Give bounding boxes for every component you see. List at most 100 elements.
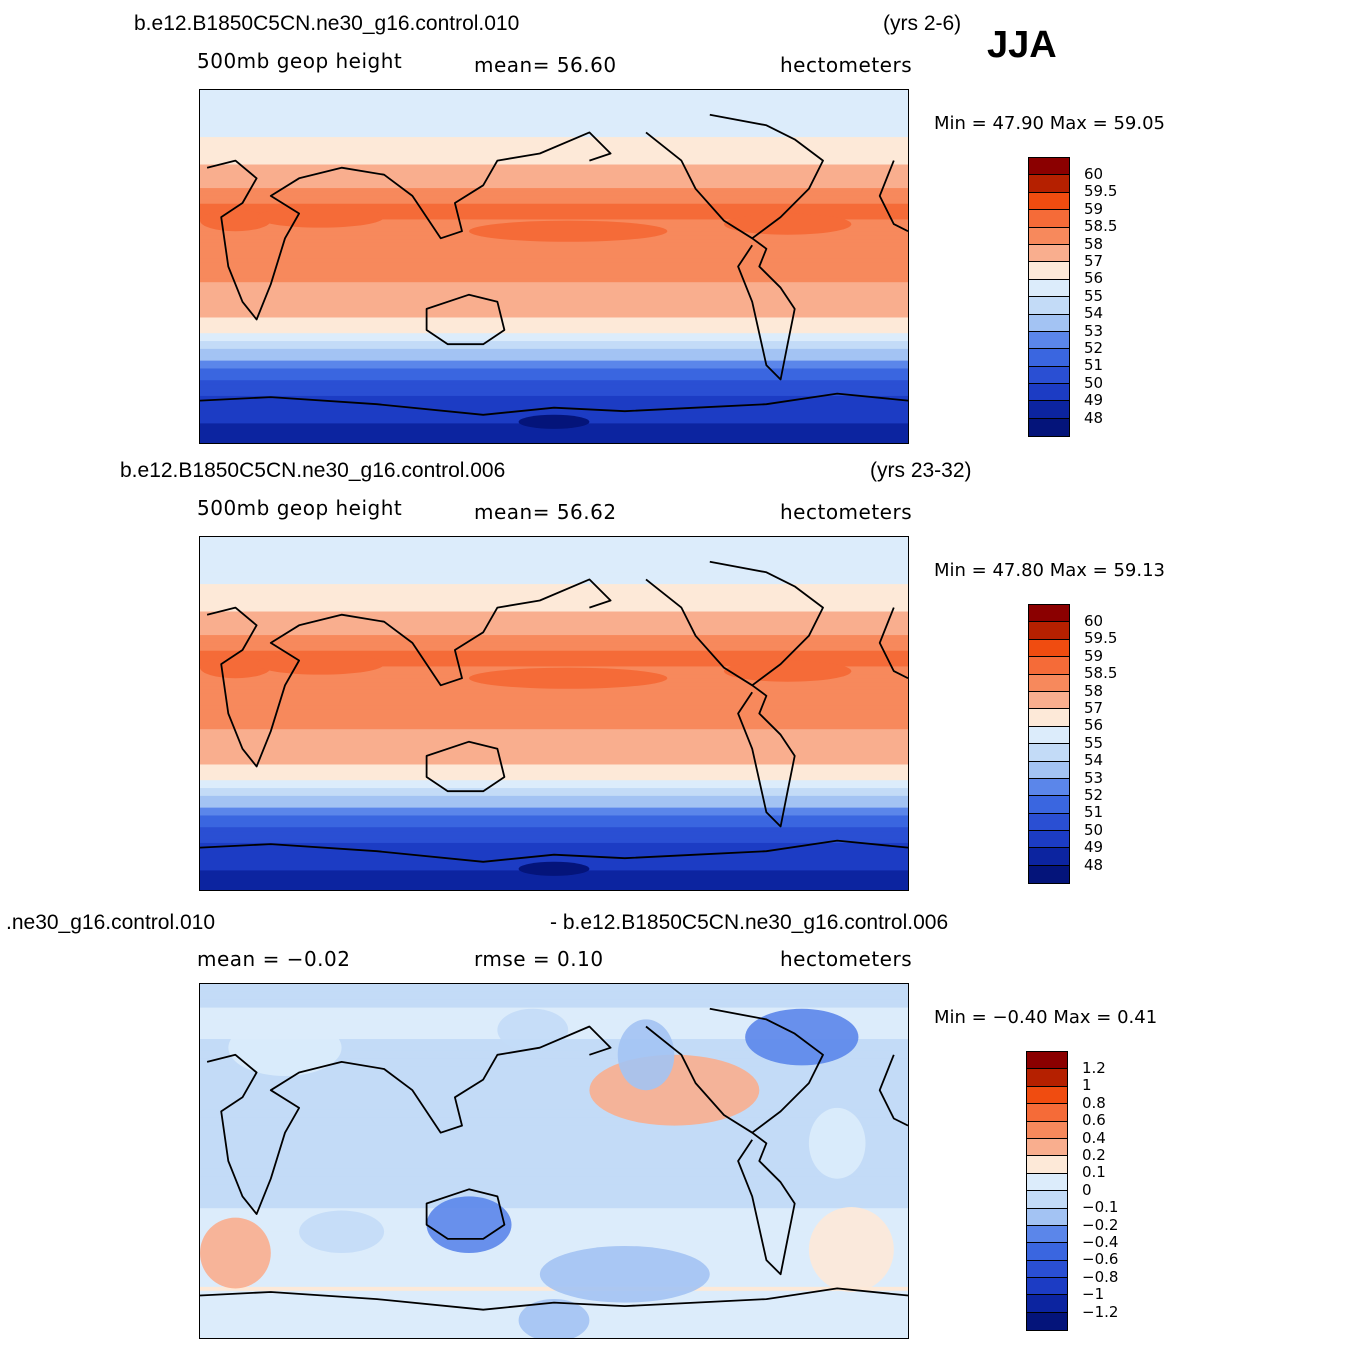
field-band: [200, 250, 908, 256]
colorbar-swatch: [1029, 865, 1069, 884]
panel2-units: hectometers: [780, 500, 913, 524]
field-band: [200, 1212, 908, 1217]
coastline: [709, 113, 824, 240]
colorbar-swatch: [1027, 1312, 1067, 1331]
field-band: [200, 266, 908, 272]
colorbar-swatch: [1027, 1260, 1067, 1279]
field-band: [200, 172, 908, 177]
field-band: [200, 658, 908, 664]
colorbar-swatch: [1029, 796, 1069, 814]
field-band: [200, 1129, 908, 1135]
anomaly-blob: [808, 1207, 894, 1292]
coastline: [645, 1025, 796, 1276]
field-band: [200, 105, 908, 111]
panel1-mean: mean= 56.60: [474, 53, 617, 77]
panel2-years: (yrs 23-32): [870, 459, 972, 482]
colorbar-swatch: [1029, 605, 1069, 623]
field-band: [200, 1208, 908, 1213]
field-band: [200, 737, 908, 742]
field-band: [200, 791, 908, 797]
colorbar-swatch: [1029, 674, 1069, 692]
field-band: [200, 431, 908, 436]
colorbar-label: 0.1: [1082, 1163, 1106, 1182]
colorbar-swatch: [1029, 691, 1069, 710]
coastline: [645, 578, 796, 828]
field-band: [200, 599, 908, 605]
field-band: [200, 313, 908, 319]
field-band: [200, 819, 908, 824]
field-band: [200, 1251, 908, 1256]
cold-core: [518, 861, 590, 876]
field-band: [200, 1200, 908, 1205]
colorbar-label: 59: [1084, 199, 1104, 218]
field-band: [200, 886, 908, 890]
map-field: [200, 90, 908, 443]
field-band: [200, 101, 908, 107]
field-band: [200, 1145, 908, 1150]
field-band: [200, 1294, 908, 1300]
field-band: [200, 1239, 908, 1245]
field-band: [200, 1003, 908, 1009]
field-band: [200, 180, 908, 185]
colorbar-swatch: [1027, 1104, 1067, 1122]
colorbar-label: 0: [1082, 1180, 1092, 1199]
colorbar-label: 51: [1084, 356, 1104, 375]
field-band: [200, 176, 908, 181]
colorbar-label: 48: [1084, 408, 1104, 427]
coastline: [645, 131, 796, 381]
field-band: [200, 1102, 908, 1107]
field-band: [200, 991, 908, 997]
colorbar-swatch: [1027, 1191, 1067, 1209]
colorbar-swatch: [1029, 726, 1069, 745]
field-band: [200, 595, 908, 601]
field-band: [200, 709, 908, 715]
colorbar-label: 0.2: [1082, 1146, 1106, 1164]
field-band: [200, 552, 908, 558]
coastline: [425, 740, 506, 793]
anomaly-blob: [518, 1299, 590, 1338]
field-band: [200, 654, 908, 660]
colorbar-label: 59.5: [1084, 182, 1118, 201]
field-band: [200, 148, 908, 154]
colorbar-label: 54: [1084, 304, 1104, 323]
field-band: [200, 1235, 908, 1241]
field-band: [200, 156, 908, 162]
colorbar-label: 56: [1084, 269, 1104, 288]
field-band: [200, 372, 908, 377]
field-band: [200, 191, 908, 197]
warm-core: [723, 213, 852, 235]
field-band: [200, 874, 908, 879]
field-band: [200, 242, 908, 248]
field-band: [200, 129, 908, 134]
field-band: [200, 1117, 908, 1123]
colorbar-label: 48: [1084, 855, 1104, 874]
field-band: [200, 435, 908, 440]
field-band: [200, 333, 908, 338]
coastline: [200, 1287, 908, 1311]
field-band: [200, 301, 908, 307]
field-band: [200, 835, 908, 840]
field-band: [200, 399, 908, 405]
anomaly-blob: [539, 1245, 710, 1303]
field-band: [200, 254, 908, 260]
field-band: [200, 380, 908, 385]
field-band: [200, 540, 908, 546]
colorbar-swatch: [1029, 709, 1069, 727]
field-band: [200, 1109, 908, 1115]
panel1-years: (yrs 2-6): [883, 12, 962, 35]
colorbar-swatch: [1029, 262, 1069, 280]
field-band: [200, 199, 908, 205]
field-band: [200, 831, 908, 836]
field-band: [200, 1243, 908, 1249]
field-band: [200, 1090, 908, 1095]
field-band: [200, 1094, 908, 1099]
field-band: [200, 1098, 908, 1103]
field-band: [200, 360, 908, 366]
field-band: [200, 97, 908, 103]
field-band: [200, 392, 908, 397]
field-band: [200, 262, 908, 268]
field-band: [200, 439, 908, 443]
warm-core: [256, 206, 385, 228]
anomaly-blob: [589, 1054, 760, 1126]
field-band: [200, 117, 908, 122]
